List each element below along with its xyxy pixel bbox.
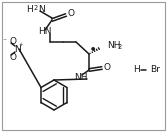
Text: N: N xyxy=(14,44,21,53)
Text: NH: NH xyxy=(74,72,88,81)
Text: O: O xyxy=(10,37,17,46)
Text: O: O xyxy=(104,62,111,72)
Text: +: + xyxy=(19,43,23,48)
Text: HN: HN xyxy=(38,27,51,37)
Text: H: H xyxy=(26,6,33,15)
Text: 2: 2 xyxy=(34,5,38,11)
Text: O: O xyxy=(10,53,17,62)
Text: ⁻: ⁻ xyxy=(2,37,6,46)
Text: O: O xyxy=(67,10,74,18)
Text: Br: Br xyxy=(150,65,160,74)
Text: H: H xyxy=(133,65,140,74)
Text: N: N xyxy=(38,6,45,15)
Text: 2: 2 xyxy=(118,44,122,50)
Text: NH: NH xyxy=(107,41,121,50)
Text: ●: ● xyxy=(91,46,95,51)
